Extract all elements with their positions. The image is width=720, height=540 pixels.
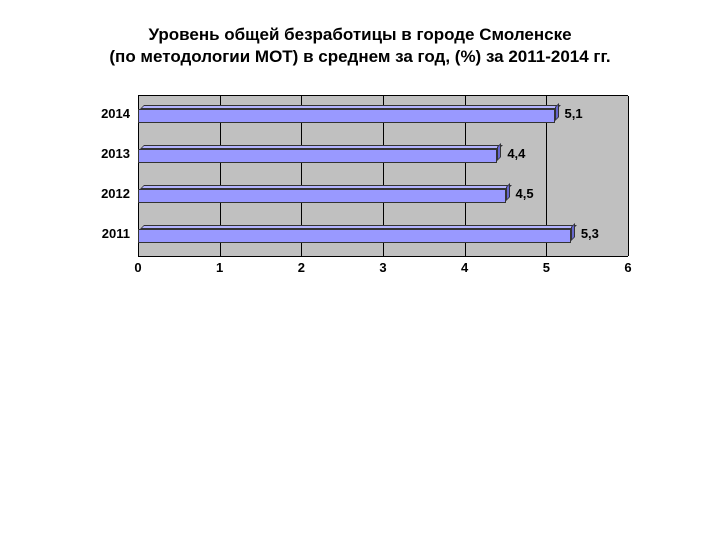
bar-value-label: 5,1 xyxy=(565,106,583,121)
gridline xyxy=(628,96,629,256)
plot-area xyxy=(138,95,628,257)
chart-title: Уровень общей безработицы в городе Смоле… xyxy=(0,0,720,68)
x-tick-label: 5 xyxy=(543,260,550,275)
x-tick-label: 2 xyxy=(298,260,305,275)
x-tick-label: 6 xyxy=(624,260,631,275)
y-category-label: 2013 xyxy=(90,146,130,161)
y-category-label: 2012 xyxy=(90,186,130,201)
bar-value-label: 4,5 xyxy=(516,186,534,201)
bar-value-label: 5,3 xyxy=(581,226,599,241)
bar xyxy=(138,149,497,163)
bar xyxy=(138,109,555,123)
bar xyxy=(138,189,506,203)
bar-value-label: 4,4 xyxy=(507,146,525,161)
title-line-1: Уровень общей безработицы в городе Смоле… xyxy=(148,25,571,44)
x-tick-label: 1 xyxy=(216,260,223,275)
y-category-label: 2011 xyxy=(90,226,130,241)
x-tick-label: 4 xyxy=(461,260,468,275)
bar-chart: 0 1 2 3 4 5 6 5,1 2014 4,4 2013 4,5 2012 5,3 2011 xyxy=(90,95,650,290)
x-tick-label: 0 xyxy=(134,260,141,275)
x-tick-label: 3 xyxy=(379,260,386,275)
bar xyxy=(138,229,571,243)
y-category-label: 2014 xyxy=(90,106,130,121)
title-line-2: (по методологии МОТ) в среднем за год, (… xyxy=(109,47,610,66)
